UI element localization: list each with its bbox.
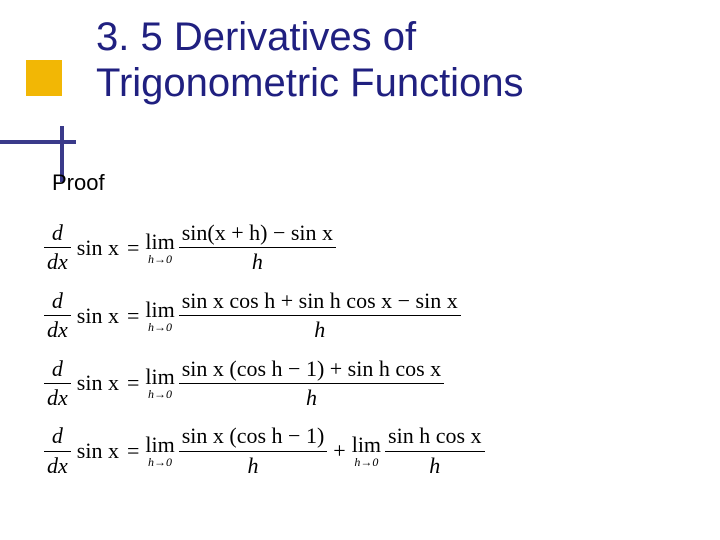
eq-4: = <box>127 438 139 464</box>
d-dx-1: d dx <box>44 220 71 276</box>
equation-row-1: d dx sin x = lim h→0 sin(x + h) − sin x … <box>42 220 487 276</box>
page-title: 3. 5 Derivatives of Trigonometric Functi… <box>96 14 524 106</box>
equation-row-4: d dx sin x = lim h→0 sin x (cos h − 1) h… <box>42 423 487 479</box>
lim-4b: lim h→0 <box>352 434 381 468</box>
title-line-2: Trigonometric Functions <box>96 61 524 105</box>
sinx-2: sin x <box>77 303 119 329</box>
lim-4a: lim h→0 <box>145 434 174 468</box>
sinx-3: sin x <box>77 370 119 396</box>
eq-2: = <box>127 303 139 329</box>
frac-4b: sin h cos x h <box>385 423 485 479</box>
eq-1: = <box>127 235 139 261</box>
proof-equations: d dx sin x = lim h→0 sin(x + h) − sin x … <box>42 220 487 491</box>
frac-1: sin(x + h) − sin x h <box>179 220 336 276</box>
frac-3: sin x (cos h − 1) + sin h cos x h <box>179 356 444 412</box>
lim-2: lim h→0 <box>145 299 174 333</box>
proof-label: Proof <box>52 170 105 196</box>
accent-square <box>26 60 62 96</box>
lim-1: lim h→0 <box>145 231 174 265</box>
equation-row-2: d dx sin x = lim h→0 sin x cos h + sin h… <box>42 288 487 344</box>
sinx-1: sin x <box>77 235 119 261</box>
title-line-1: 3. 5 Derivatives of <box>96 15 416 59</box>
d-dx-4: d dx <box>44 423 71 479</box>
frac-4a: sin x (cos h − 1) h <box>179 423 328 479</box>
eq-3: = <box>127 370 139 396</box>
d-dx-2: d dx <box>44 288 71 344</box>
plus-4: + <box>333 438 345 464</box>
sinx-4: sin x <box>77 438 119 464</box>
equation-row-3: d dx sin x = lim h→0 sin x (cos h − 1) +… <box>42 356 487 412</box>
d-dx-3: d dx <box>44 356 71 412</box>
accent-horizontal-line <box>0 140 76 144</box>
frac-2: sin x cos h + sin h cos x − sin x h <box>179 288 461 344</box>
lim-3: lim h→0 <box>145 366 174 400</box>
